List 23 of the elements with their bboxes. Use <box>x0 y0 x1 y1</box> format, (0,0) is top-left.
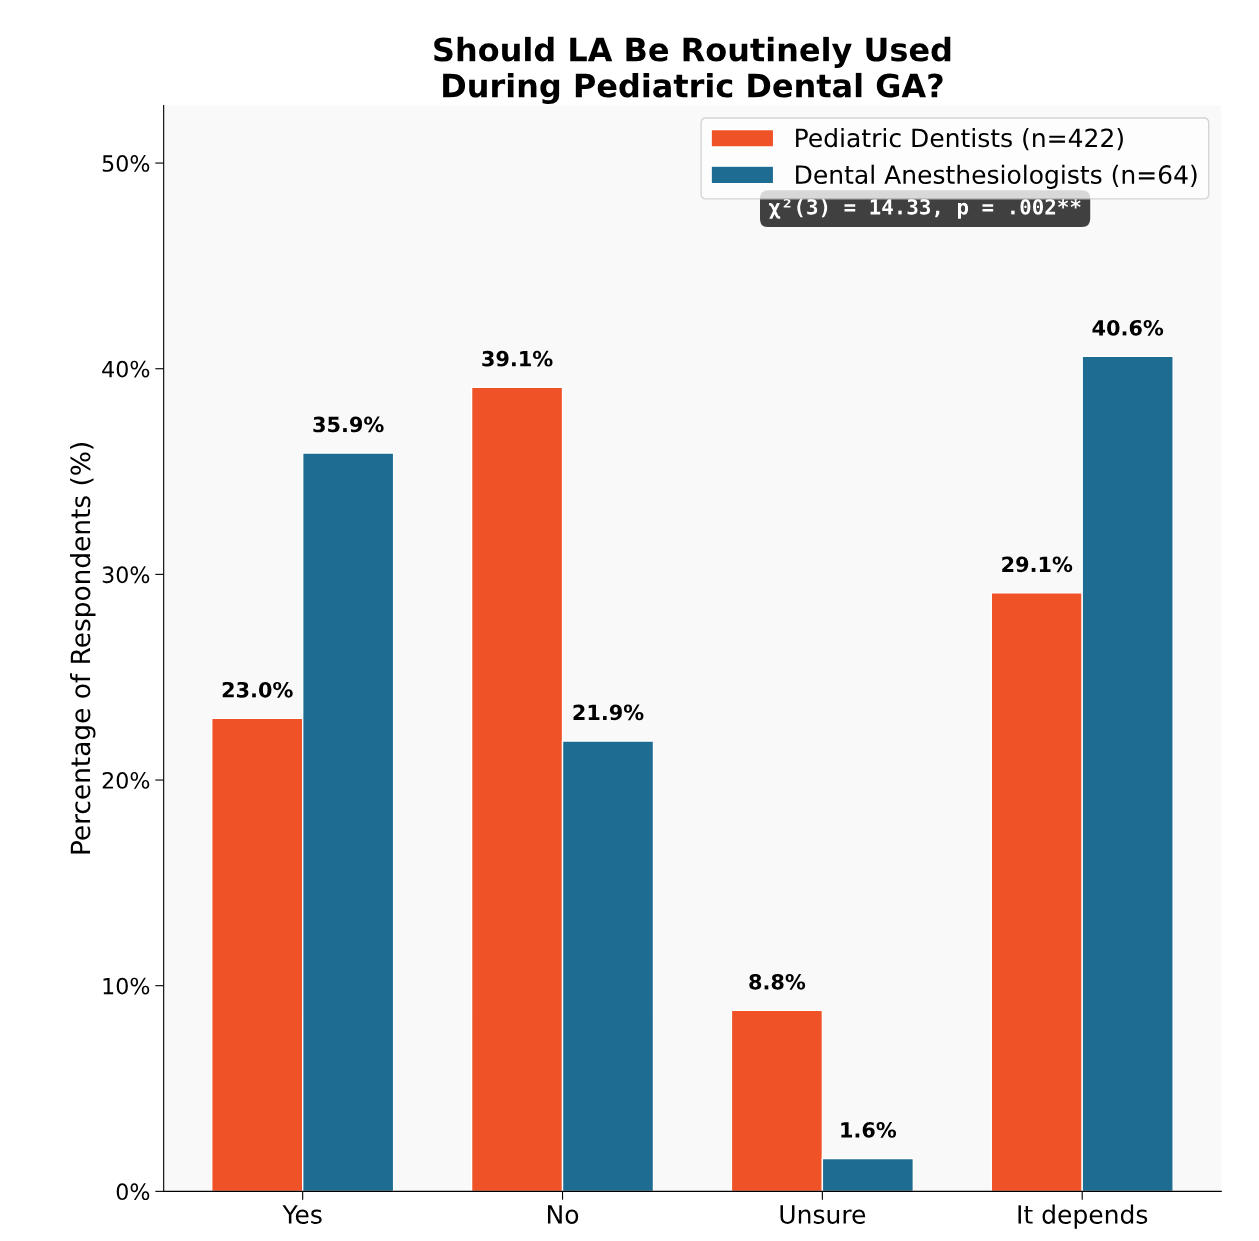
text: 1.6% <box>841 1121 897 1138</box>
x-tick-label: No <box>547 1205 579 1224</box>
y-tick-label: 50% <box>102 155 150 172</box>
text: 39.1% <box>482 350 553 367</box>
x-tick-label: Unsure <box>780 1205 866 1224</box>
text: 23.0% <box>222 681 293 698</box>
legend-label: Pediatric Dentists (n=422) <box>796 127 1123 151</box>
y-tick-label: 30% <box>102 566 150 584</box>
text: 21.9% <box>573 704 644 721</box>
text: 35.9% <box>313 416 384 433</box>
annotation: χ²(3) = 14.33, p = .002** <box>769 198 1081 219</box>
text: 8.8% <box>749 973 806 990</box>
y-tick-label: 20% <box>102 771 150 789</box>
x-tick-label: Yes <box>282 1205 322 1224</box>
chart-title: Should LA Be Routinely Used During Pediatric Dental GA? <box>434 36 951 105</box>
y-tick-label: 40% <box>102 360 150 378</box>
text: 29.1% <box>1002 556 1073 573</box>
y-axis-title: Percentage of Respondents (%) <box>69 443 96 854</box>
x-tick-label: It depends <box>1018 1204 1148 1229</box>
legend-label: Dental Anesthesiologists (n=64) <box>796 164 1197 189</box>
y-tick-label: 0% <box>116 1183 150 1201</box>
text: 40.6% <box>1092 319 1164 336</box>
y-tick-label: 10% <box>103 977 150 995</box>
